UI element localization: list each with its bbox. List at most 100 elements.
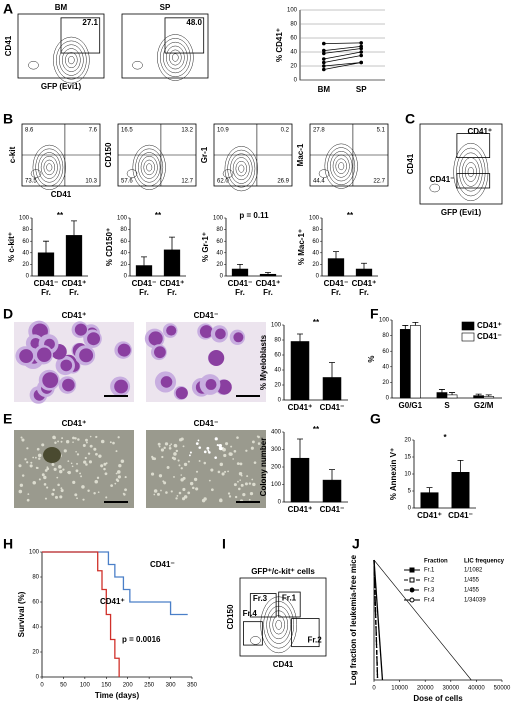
quadrant-value: 8.6 bbox=[25, 128, 34, 134]
point bbox=[322, 48, 326, 53]
y-tick-label: 40 bbox=[32, 625, 39, 631]
cell bbox=[227, 492, 231, 495]
image-title: CD41⁻ bbox=[194, 419, 219, 428]
cell bbox=[257, 442, 261, 445]
nucleus bbox=[74, 323, 87, 336]
cell bbox=[93, 492, 96, 495]
y-tick-label: 60 bbox=[290, 36, 297, 42]
quadrant-value: 62.0 bbox=[217, 179, 229, 185]
y-axis-label: % CD41⁺ bbox=[275, 28, 284, 62]
panel-label: B bbox=[3, 111, 13, 127]
x-tick-label: CD41⁻ bbox=[320, 403, 345, 412]
error-bar bbox=[43, 240, 49, 253]
contour bbox=[157, 34, 194, 81]
cell bbox=[151, 456, 155, 460]
cell bbox=[67, 460, 70, 462]
cell bbox=[219, 462, 224, 467]
cell bbox=[93, 447, 97, 451]
cell bbox=[124, 476, 127, 479]
quadrant-value: 27.8 bbox=[313, 128, 325, 134]
y-tick-label: 0 bbox=[36, 675, 40, 681]
cell bbox=[219, 498, 223, 502]
y-tick-label: 20 bbox=[22, 262, 29, 268]
cell bbox=[214, 456, 217, 459]
y-tick-label: 40 bbox=[216, 250, 223, 256]
y-tick-label: 40 bbox=[382, 364, 389, 370]
y-tick-label: 0 bbox=[278, 398, 282, 404]
legend-swatch bbox=[461, 332, 475, 342]
cell bbox=[60, 488, 64, 493]
cell bbox=[180, 474, 183, 476]
cell bbox=[195, 442, 199, 445]
x-tick-label: Fr. bbox=[263, 288, 273, 297]
panel-label: A bbox=[3, 1, 13, 17]
contour bbox=[62, 48, 81, 72]
annotation: * bbox=[443, 433, 447, 442]
contour bbox=[464, 162, 477, 182]
contour bbox=[65, 52, 78, 69]
line-series bbox=[42, 551, 120, 677]
cell bbox=[36, 447, 40, 451]
y-tick-label: 0 bbox=[278, 500, 282, 506]
x-tick-label: CD41⁻ bbox=[34, 279, 59, 288]
cell bbox=[187, 460, 190, 463]
x-tick-label: CD41⁺ bbox=[288, 403, 313, 412]
annotation: ** bbox=[155, 211, 162, 220]
legend-marker bbox=[409, 577, 415, 583]
pair-line bbox=[323, 42, 362, 44]
cell bbox=[95, 436, 98, 438]
cell bbox=[195, 487, 199, 491]
series-label: CD41⁺ bbox=[100, 597, 125, 606]
cell bbox=[238, 472, 243, 476]
contour bbox=[318, 169, 330, 178]
y-tick-label: 80 bbox=[22, 227, 29, 233]
bar bbox=[410, 325, 421, 399]
legend-label: CD41⁻ bbox=[477, 332, 502, 341]
table-cell: 1/455 bbox=[464, 578, 480, 584]
nucleus bbox=[30, 337, 41, 349]
y-tick-label: 10 bbox=[404, 472, 411, 478]
cell bbox=[217, 470, 221, 474]
y-tick-label: 20 bbox=[404, 438, 411, 444]
x-tick-label: CD41⁺ bbox=[352, 279, 377, 288]
y-tick-label: 0 bbox=[124, 274, 128, 280]
contour bbox=[132, 60, 143, 70]
cell bbox=[38, 457, 41, 460]
y-tick-label: 20 bbox=[32, 650, 39, 656]
quadrant-value: 10.9 bbox=[217, 128, 229, 134]
cell bbox=[160, 448, 165, 452]
legend-label: Fr.3 bbox=[424, 588, 435, 594]
nucleus bbox=[62, 378, 75, 392]
table-cell: 1/1082 bbox=[464, 568, 483, 574]
bar bbox=[37, 252, 55, 277]
cell bbox=[72, 480, 76, 484]
cell bbox=[82, 498, 85, 501]
cell bbox=[19, 483, 24, 487]
x-tick-label: 100 bbox=[80, 683, 91, 689]
nucleus bbox=[215, 328, 226, 340]
flow-title: GFP⁺/c-kit⁺ cells bbox=[251, 567, 315, 576]
point bbox=[359, 60, 364, 65]
cell bbox=[52, 488, 55, 492]
pair-line bbox=[323, 51, 362, 60]
cell bbox=[165, 491, 168, 494]
bar bbox=[290, 341, 310, 401]
flow-y-label: Gr-1 bbox=[200, 146, 209, 163]
x-tick-label: G2/M bbox=[474, 401, 494, 410]
panel-label: D bbox=[3, 306, 13, 322]
cell bbox=[246, 475, 249, 478]
cell bbox=[225, 442, 229, 446]
cell bbox=[96, 476, 100, 480]
cell bbox=[62, 468, 65, 471]
contour bbox=[232, 157, 250, 181]
y-tick-label: 80 bbox=[32, 575, 39, 581]
error-bar bbox=[449, 392, 456, 395]
cell bbox=[94, 480, 98, 484]
nucleus bbox=[87, 332, 101, 346]
bar bbox=[399, 329, 411, 399]
panel-label: J bbox=[352, 536, 360, 552]
cell bbox=[163, 446, 166, 450]
cell bbox=[63, 449, 67, 453]
legend-marker bbox=[409, 567, 415, 573]
cell bbox=[85, 438, 88, 442]
